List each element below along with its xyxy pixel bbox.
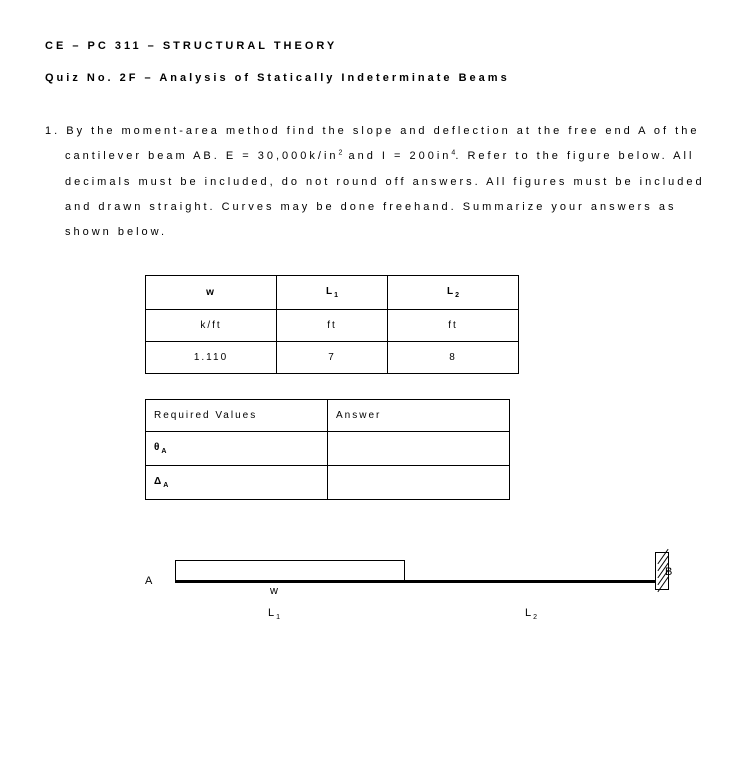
- unit-w: k/ft: [146, 310, 277, 342]
- question-line-1: 1. By the moment-area method find the sl…: [45, 119, 706, 144]
- l1sym: L: [268, 607, 276, 619]
- table-row: ΔA: [146, 466, 510, 500]
- unit-l1: ft: [277, 310, 388, 342]
- l2subd: 2: [533, 615, 537, 622]
- table-row: Required Values Answer: [146, 400, 510, 432]
- hatch-line: [657, 577, 668, 592]
- question-number: 1.: [45, 125, 60, 137]
- unit-l2: ft: [388, 310, 519, 342]
- distributed-load-box: [175, 560, 405, 581]
- delta-sub: A: [163, 482, 168, 489]
- quiz-header: Quiz No. 2F – Analysis of Statically Ind…: [45, 72, 706, 84]
- table-row: w L1 L2: [146, 276, 519, 310]
- value-l1: 7: [277, 342, 388, 374]
- label-a: A: [145, 575, 154, 587]
- table-row: k/ft ft ft: [146, 310, 519, 342]
- l2sym: L: [525, 607, 533, 619]
- answer-header-1: Required Values: [146, 400, 328, 432]
- question-line-2: cantilever beam AB. E = 30,000k/in2 and …: [45, 144, 706, 169]
- q-l2c: . Refer to the figure below. All: [455, 150, 694, 162]
- beam-diagram: A B w L1 L2: [145, 560, 685, 650]
- l2-sub: 2: [455, 292, 459, 299]
- value-l2: 8: [388, 342, 519, 374]
- answer-header-2: Answer: [328, 400, 510, 432]
- col-header-l2: L2: [388, 276, 519, 310]
- question-line-3: decimals must be included, do not round …: [45, 170, 706, 195]
- col-header-l1: L1: [277, 276, 388, 310]
- answer-table: Required Values Answer θA ΔA: [145, 399, 510, 500]
- theta-a-answer: [328, 432, 510, 466]
- l1-sub: 1: [334, 292, 338, 299]
- value-w: 1.110: [146, 342, 277, 374]
- question-1: 1. By the moment-area method find the sl…: [45, 119, 706, 245]
- label-l1: L1: [268, 607, 280, 621]
- beam-axis: [175, 580, 655, 583]
- l1subd: 1: [276, 615, 280, 622]
- question-text-1: By the moment-area method find the slope…: [66, 125, 699, 137]
- theta-a-label: θA: [146, 432, 328, 466]
- theta-sub: A: [161, 448, 166, 455]
- course-header: CE – PC 311 – STRUCTURAL THEORY: [45, 40, 706, 52]
- delta-a-answer: [328, 466, 510, 500]
- delta-symbol: Δ: [154, 476, 163, 487]
- q-l2b: and I = 200in: [342, 150, 451, 162]
- delta-a-label: ΔA: [146, 466, 328, 500]
- question-line-5: shown below.: [45, 220, 706, 245]
- question-line-4: and drawn straight. Curves may be done f…: [45, 195, 706, 220]
- l1-label: L: [326, 286, 334, 297]
- parameters-table: w L1 L2 k/ft ft ft 1.110 7 8: [145, 275, 519, 374]
- label-l2: L2: [525, 607, 537, 621]
- l2-label: L: [447, 286, 455, 297]
- q-l2a: cantilever beam AB. E = 30,000k/in: [65, 150, 339, 162]
- table-row: θA: [146, 432, 510, 466]
- fixed-support: [655, 552, 669, 590]
- table-row: 1.110 7 8: [146, 342, 519, 374]
- label-w: w: [270, 585, 280, 597]
- col-header-w: w: [146, 276, 277, 310]
